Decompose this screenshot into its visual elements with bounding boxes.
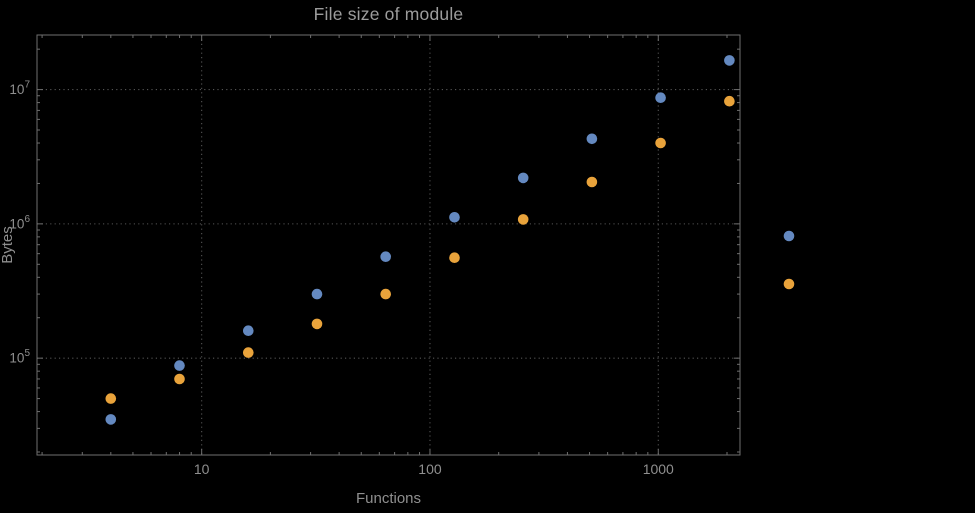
svg-text:1000: 1000	[643, 461, 674, 477]
points-series-2-orange	[105, 95, 735, 404]
data-point	[380, 251, 392, 262]
data-point	[724, 55, 735, 66]
data-point	[380, 288, 392, 300]
data-point	[243, 325, 254, 337]
chart-title: File size of module	[313, 4, 464, 24]
plot-frame	[36, 34, 741, 456]
svg-text:107: 107	[9, 80, 30, 98]
data-point	[243, 347, 254, 358]
svg-text:10: 10	[194, 461, 210, 477]
data-point	[655, 137, 666, 149]
legend-marker-icon	[783, 230, 795, 242]
data-point	[724, 95, 735, 107]
gridlines	[37, 35, 740, 455]
data-point	[311, 318, 323, 330]
points-series-1-blue	[105, 55, 735, 425]
data-point	[655, 92, 666, 103]
data-point	[105, 414, 117, 425]
data-point	[586, 176, 598, 188]
svg-text:105: 105	[9, 348, 30, 366]
data-point	[517, 214, 529, 225]
data-point	[174, 360, 185, 371]
legend-markers	[783, 230, 795, 290]
data-point	[174, 373, 185, 385]
data-point	[517, 172, 529, 184]
tick-marks	[37, 35, 740, 455]
data-point	[311, 288, 323, 300]
data-point	[105, 393, 117, 404]
data-point	[449, 212, 460, 223]
data-point	[586, 133, 598, 145]
legend-marker-icon	[783, 278, 795, 290]
data-point	[449, 252, 460, 263]
x-axis-label: Functions	[355, 490, 422, 507]
tick-labels: 10 100 1000 105 106 107	[9, 80, 674, 477]
svg-text:106: 106	[9, 214, 30, 232]
svg-text:100: 100	[418, 461, 442, 477]
